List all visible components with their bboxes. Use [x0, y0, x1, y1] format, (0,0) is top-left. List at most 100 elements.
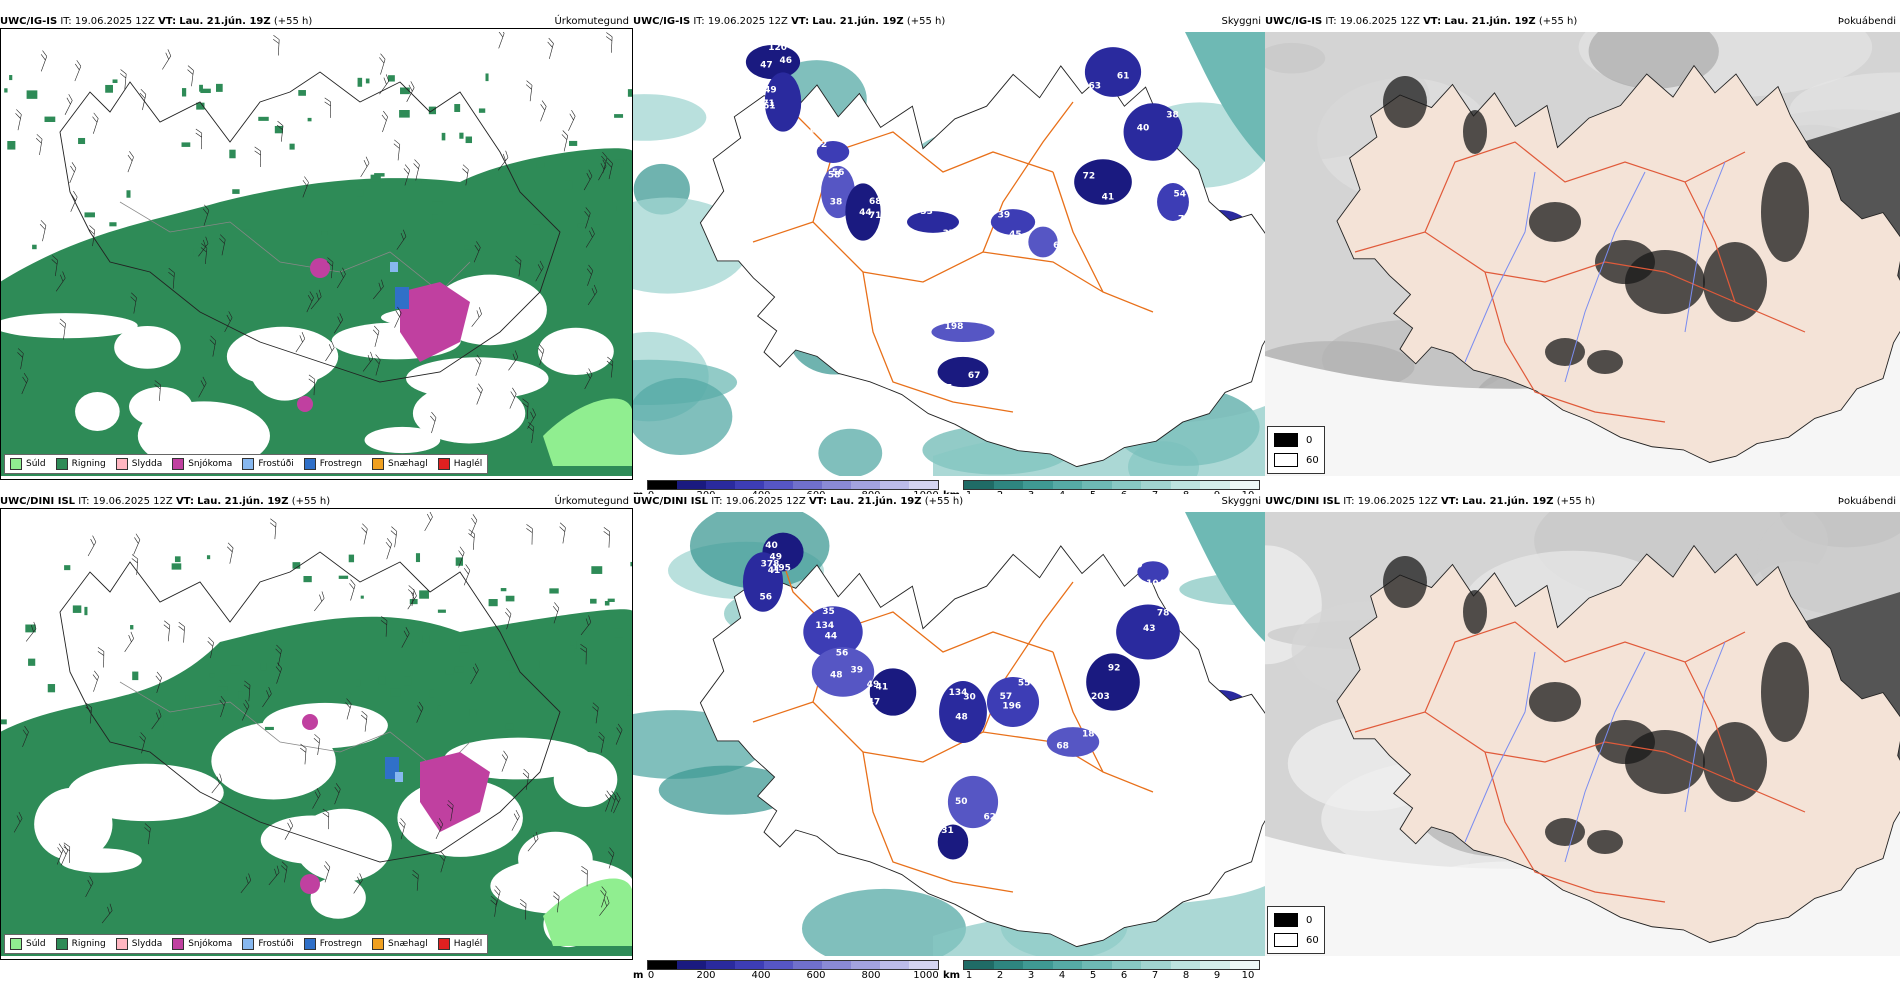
- rain-cell: [64, 565, 70, 570]
- legend-swatch: [372, 458, 384, 470]
- visibility-value-label: 63: [1089, 81, 1102, 91]
- precip-type-map: [0, 32, 633, 476]
- wind-barb: [269, 519, 276, 539]
- colorbar-tick: 3: [1028, 970, 1034, 981]
- legend-item: Snæhagl: [372, 938, 428, 950]
- rain-cell: [486, 73, 489, 81]
- wind-barb: [65, 191, 79, 212]
- snow-area: [302, 714, 318, 730]
- rain-cell: [570, 646, 575, 653]
- visibility-value-label: 25: [813, 164, 826, 174]
- panel-title: Skyggni: [1221, 494, 1261, 510]
- rain-cell: [349, 555, 354, 563]
- high-fog-index-area: [1703, 722, 1767, 802]
- visibility-value-label: 49: [867, 680, 880, 690]
- rain-cell: [455, 666, 463, 673]
- no-precip-area: [75, 392, 120, 431]
- legend-swatch: [372, 938, 384, 950]
- legend-item: 0: [1274, 913, 1312, 927]
- rain-cell: [130, 625, 133, 629]
- visibility-value-label: 40: [911, 234, 924, 244]
- colorbar-tick: 5: [1090, 970, 1096, 981]
- visibility-value-label: 78: [1157, 608, 1170, 618]
- visibility-map: 4056444847134556820378104505149413539414…: [633, 512, 1265, 956]
- rain-cell: [4, 88, 7, 92]
- map-area: [0, 512, 633, 956]
- visibility-panel: UWC/DINI ISL IT: 19.06.2025 12Z VT: Lau.…: [633, 494, 1265, 974]
- colorbar-tick: 1000: [913, 970, 938, 981]
- rain-cell: [419, 590, 429, 598]
- legend-item: Haglél: [438, 458, 483, 470]
- issue-time-label: IT:: [711, 496, 722, 507]
- rain-cell: [193, 249, 197, 257]
- rain-cell: [371, 175, 381, 182]
- issue-time-label: IT:: [78, 496, 89, 507]
- precip-type-panel: UWC/DINI ISL IT: 19.06.2025 12Z VT: Lau.…: [0, 494, 633, 974]
- rain-cell: [73, 605, 82, 612]
- no-precip-area: [554, 752, 618, 807]
- rain-cell: [45, 117, 56, 122]
- rain-cell: [506, 724, 513, 730]
- legend-swatch: [1274, 433, 1298, 447]
- rain-cell: [489, 599, 498, 606]
- legend-swatch: [172, 458, 184, 470]
- rain-cell: [432, 214, 438, 219]
- rain-cell: [511, 167, 516, 174]
- legend-swatch: [1274, 453, 1298, 467]
- rain-cell: [422, 635, 429, 642]
- rain-cell: [442, 133, 446, 141]
- rain-cell: [113, 79, 118, 83]
- issue-time-label: IT:: [1325, 16, 1336, 27]
- wind-barb: [563, 110, 577, 131]
- legend-label: Súld: [26, 459, 46, 469]
- rain-cell: [479, 108, 485, 112]
- rain-cell: [290, 144, 295, 150]
- visibility-value-label: 40: [765, 541, 778, 551]
- wind-barb: [69, 60, 82, 81]
- wind-barb: [88, 113, 100, 134]
- wind-barb: [465, 514, 478, 535]
- wind-barb: [119, 69, 127, 89]
- visibility-value-label: 104: [1146, 579, 1165, 589]
- wind-barb: [356, 157, 372, 177]
- visibility-value-label: 61: [1117, 71, 1130, 81]
- rain-cell: [182, 88, 186, 96]
- legend-item: Slydda: [116, 938, 162, 950]
- visibility-value-label: 47: [868, 697, 881, 707]
- legend-swatch: [56, 458, 68, 470]
- rain-cell: [258, 117, 268, 121]
- lead-time: (+55 h): [925, 496, 963, 507]
- wind-barb: [255, 147, 261, 167]
- visibility-value-label: 50: [955, 797, 968, 807]
- visibility-value-label: 72: [1178, 215, 1191, 225]
- visibility-value-label: 45: [1009, 230, 1022, 240]
- fog-index-panel: UWC/IG-IS IT: 19.06.2025 12Z VT: Lau. 21…: [1265, 14, 1900, 494]
- legend-swatch: [10, 458, 22, 470]
- wind-barb: [310, 591, 327, 610]
- rain-cell: [438, 706, 441, 715]
- wind-barb: [88, 671, 100, 692]
- legend-label: Rigning: [72, 459, 106, 469]
- rain-cell: [627, 689, 631, 695]
- legend-label: Haglél: [454, 459, 483, 469]
- legend-swatch: [304, 458, 316, 470]
- rain-cell: [506, 596, 515, 602]
- rain-cell: [446, 670, 454, 674]
- valid-time-label: VT:: [176, 496, 194, 507]
- rain-cell: [105, 85, 113, 93]
- model-name: UWC/DINI ISL: [1265, 496, 1340, 507]
- visibility-value-label: 54: [1174, 190, 1187, 200]
- rain-cell: [1, 719, 7, 724]
- panel-header: UWC/IG-IS IT: 19.06.2025 12Z VT: Lau. 21…: [0, 14, 633, 30]
- high-fog-index-area: [1383, 76, 1427, 128]
- rain-cell: [438, 610, 446, 613]
- colorbar-tick: 9: [1214, 970, 1220, 981]
- visibility-value-label: 33: [920, 207, 933, 217]
- freezing-drizzle-area: [390, 262, 398, 272]
- wind-barb: [392, 140, 400, 161]
- wind-barb: [557, 523, 566, 544]
- rain-cell: [84, 212, 94, 217]
- no-precip-area: [262, 703, 388, 748]
- wind-barb: [64, 162, 77, 183]
